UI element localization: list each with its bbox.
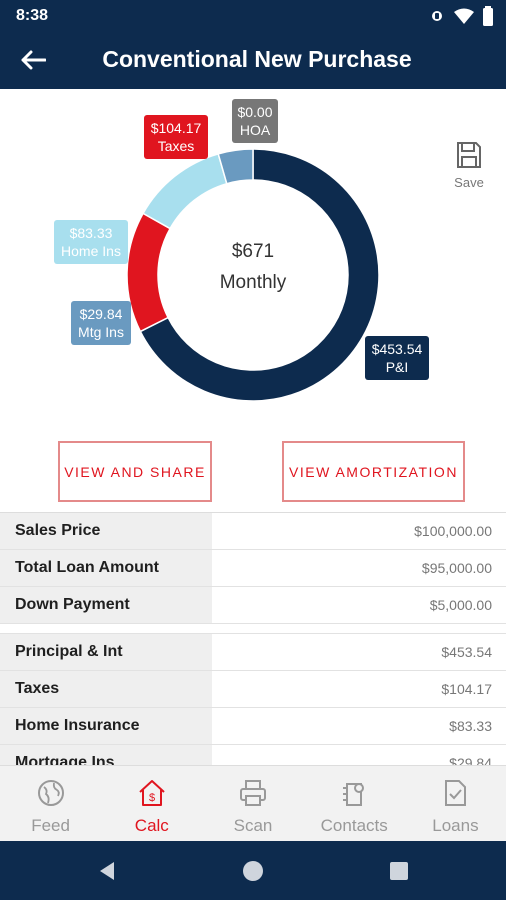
data-label-taxes: $104.17 Taxes bbox=[144, 115, 208, 159]
save-icon bbox=[457, 142, 481, 168]
table-row-taxes: Taxes $104.17 bbox=[0, 671, 506, 708]
system-home-icon[interactable] bbox=[241, 859, 265, 883]
row-value: $104.17 bbox=[441, 681, 492, 697]
arrow-left-icon bbox=[21, 50, 46, 70]
row-value: $95,000.00 bbox=[421, 560, 492, 576]
section-divider bbox=[0, 624, 506, 634]
donut-slice-p-i bbox=[139, 148, 380, 402]
row-value: $100,000.00 bbox=[414, 523, 492, 539]
data-label-mtg-ins-value: $29.84 bbox=[79, 306, 123, 322]
payment-chart: $671 Monthly $104.17 Taxes $0.00 HOA $83… bbox=[0, 89, 506, 429]
page-title: Conventional New Purchase bbox=[102, 46, 412, 72]
donut-slice-taxes bbox=[126, 212, 172, 333]
data-label-home-ins-name: Home Ins bbox=[61, 243, 121, 259]
nav-item-loans[interactable]: Loans bbox=[405, 766, 506, 841]
row-label: Mortgage Ins bbox=[0, 745, 212, 765]
view-amortization-button[interactable]: VIEW AMORTIZATION bbox=[282, 441, 465, 502]
wifi-icon bbox=[454, 8, 474, 24]
table-row-principal-int: Principal & Int $453.54 bbox=[0, 634, 506, 671]
save-button[interactable]: Save bbox=[448, 141, 490, 190]
row-value: $453.54 bbox=[441, 644, 492, 660]
table-row-total-loan-amount: Total Loan Amount $95,000.00 bbox=[0, 550, 506, 587]
nav-label-loans: Loans bbox=[432, 816, 479, 835]
data-label-pi-name: P&I bbox=[385, 359, 409, 375]
nav-label-feed: Feed bbox=[31, 816, 70, 835]
nav-item-scan[interactable]: Scan bbox=[202, 766, 303, 841]
chart-center-label: Monthly bbox=[219, 272, 287, 293]
data-label-home-ins-value: $83.33 bbox=[69, 225, 113, 241]
bottom-nav: Feed $ Calc Scan Contacts Loans bbox=[0, 765, 506, 841]
nav-label-scan: Scan bbox=[233, 816, 273, 835]
donut-slice-home-ins bbox=[142, 152, 228, 230]
view-and-share-button[interactable]: VIEW AND SHARE bbox=[58, 441, 212, 502]
house-dollar-icon: $ bbox=[139, 780, 165, 806]
app-bar: Conventional New Purchase bbox=[0, 31, 506, 89]
save-label: Save bbox=[454, 175, 484, 190]
table-row-home-insurance: Home Insurance $83.33 bbox=[0, 708, 506, 745]
system-recents-icon[interactable] bbox=[387, 859, 411, 883]
nav-label-calc: Calc bbox=[134, 816, 169, 835]
status-icons bbox=[428, 6, 494, 26]
row-value: $83.33 bbox=[449, 718, 492, 734]
battery-icon bbox=[483, 6, 493, 26]
row-label: Total Loan Amount bbox=[0, 550, 212, 586]
data-label-mtg-ins-name: Mtg Ins bbox=[78, 324, 124, 340]
globe-icon bbox=[37, 780, 64, 806]
row-value: $5,000.00 bbox=[429, 597, 492, 613]
data-label-pi: $453.54 P&I bbox=[365, 336, 429, 380]
data-label-mtg-ins: $29.84 Mtg Ins bbox=[71, 301, 131, 345]
donut-chart bbox=[126, 148, 380, 402]
nav-label-contacts: Contacts bbox=[320, 816, 388, 835]
data-label-taxes-name: Taxes bbox=[157, 138, 195, 154]
nav-item-calc[interactable]: $ Calc bbox=[101, 766, 202, 841]
svg-text:$: $ bbox=[149, 792, 155, 804]
data-label-pi-value: $453.54 bbox=[371, 341, 423, 357]
status-bar: 8:38 bbox=[0, 0, 506, 31]
nav-item-contacts[interactable]: Contacts bbox=[304, 766, 405, 841]
row-label: Home Insurance bbox=[0, 708, 212, 744]
row-label: Down Payment bbox=[0, 587, 212, 623]
back-button[interactable] bbox=[18, 46, 48, 74]
data-label-hoa: $0.00 HOA bbox=[232, 99, 278, 143]
row-value: $29.84 bbox=[449, 755, 492, 765]
data-label-taxes-value: $104.17 bbox=[150, 120, 202, 136]
loan-details-table[interactable]: Sales Price $100,000.00 Total Loan Amoun… bbox=[0, 512, 506, 765]
printer-icon bbox=[240, 780, 266, 806]
data-label-home-ins: $83.33 Home Ins bbox=[54, 220, 128, 264]
row-label: Sales Price bbox=[0, 513, 212, 549]
data-label-hoa-value: $0.00 bbox=[237, 104, 273, 120]
document-check-icon bbox=[445, 780, 467, 806]
row-label: Principal & Int bbox=[0, 634, 212, 670]
vibrate-icon bbox=[432, 11, 442, 21]
contacts-icon bbox=[343, 783, 365, 806]
table-row-mortgage-ins: Mortgage Ins $29.84 bbox=[0, 745, 506, 765]
system-back-icon[interactable] bbox=[95, 859, 119, 883]
table-row-down-payment: Down Payment $5,000.00 bbox=[0, 587, 506, 624]
row-label: Taxes bbox=[0, 671, 212, 707]
status-time: 8:38 bbox=[16, 7, 49, 24]
system-nav-bar bbox=[0, 841, 506, 900]
table-row-sales-price: Sales Price $100,000.00 bbox=[0, 513, 506, 550]
nav-item-feed[interactable]: Feed bbox=[0, 766, 101, 841]
data-label-hoa-name: HOA bbox=[239, 122, 271, 138]
chart-center-amount: $671 bbox=[231, 241, 275, 262]
donut-slice-mtg-ins bbox=[217, 148, 254, 185]
